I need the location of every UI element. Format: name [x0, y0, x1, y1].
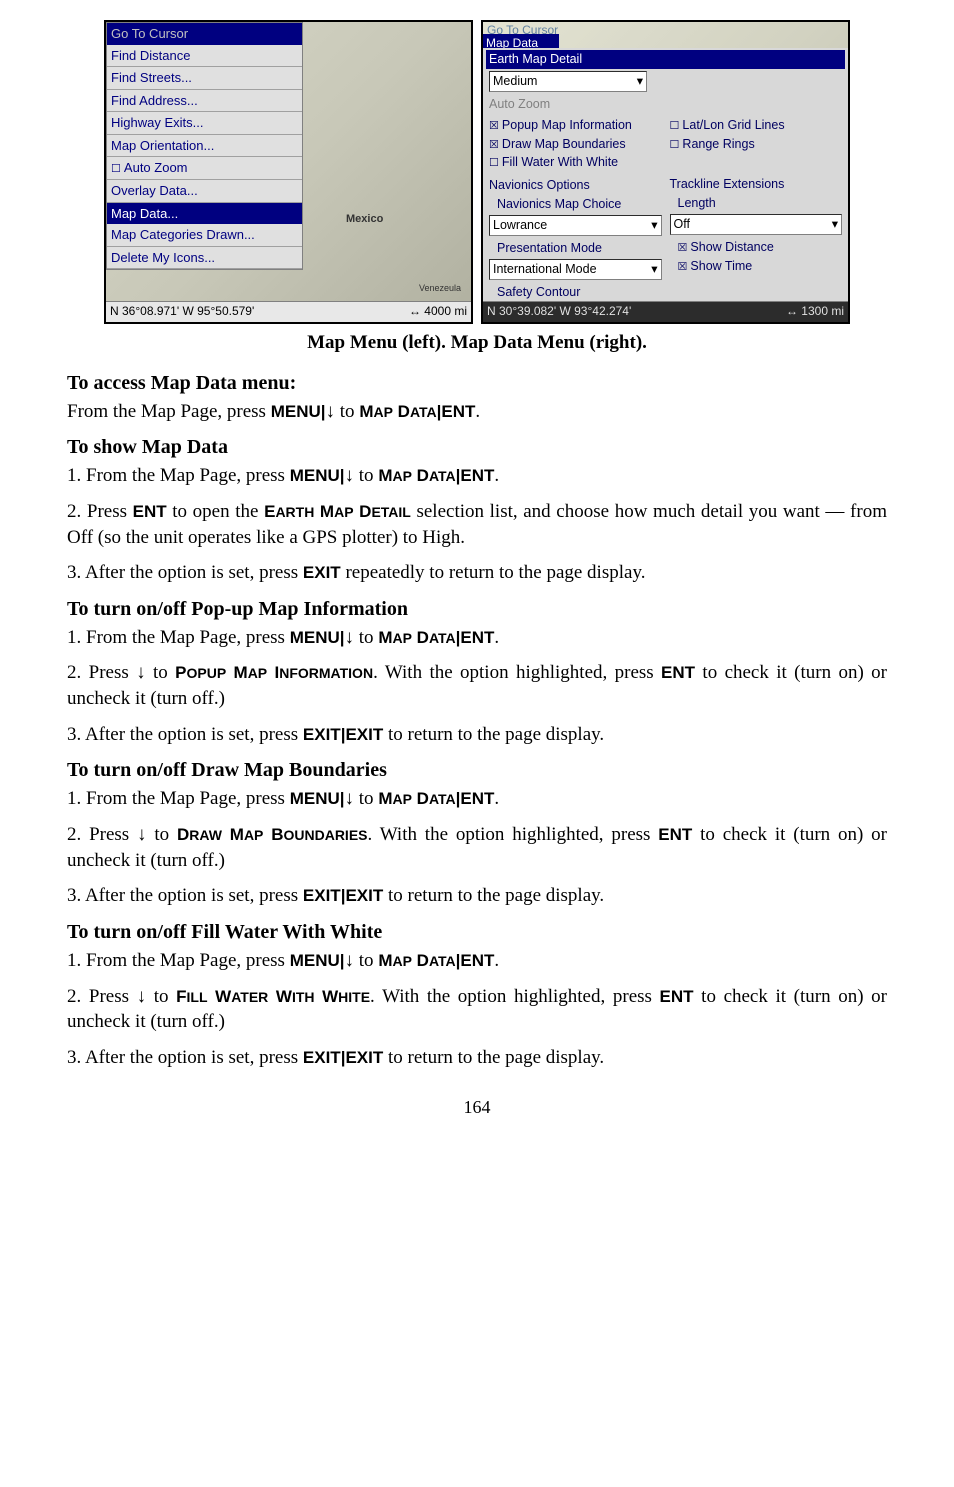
para-fill-3: 3. After the option is set, press EXIT|E… [67, 1045, 887, 1071]
right-screenshot: Go To Cursor Map Data Earth Map Detail M… [481, 20, 850, 324]
chevron-down-icon: ▾ [651, 261, 657, 278]
para-drawb-2: 2. Press ↓ to DRAW MAP BOUNDARIES. With … [67, 822, 887, 873]
presentation-mode-label: Presentation Mode [497, 240, 662, 257]
para-show-3: 3. After the option is set, press EXIT r… [67, 560, 887, 586]
length-label: Length [678, 195, 843, 212]
para-fill-2: 2. Press ↓ to FILL WATER WITH WHITE. Wit… [67, 984, 887, 1035]
menu-item[interactable]: Map Categories Drawn... [107, 224, 302, 247]
show-time-check[interactable]: Show Time [678, 258, 843, 275]
earth-map-detail-label: Earth Map Detail [486, 50, 845, 69]
chevron-down-icon: ▾ [651, 217, 657, 234]
heading-fill: To turn on/off Fill Water With White [67, 919, 887, 946]
map-menu-list: Go To Cursor Find Distance Find Streets.… [106, 22, 303, 270]
safety-contour-label: Safety Contour [497, 284, 662, 301]
para-popup-1: 1. From the Map Page, press MENU|↓ to MA… [67, 625, 887, 651]
auto-zoom-label: Auto Zoom [489, 96, 842, 113]
fill-water-check[interactable]: Fill Water With White [489, 154, 662, 171]
left-screenshot: Mexico Venezeula Go To Cursor Find Dista… [104, 20, 473, 324]
menu-item[interactable]: Find Distance [107, 45, 302, 68]
para-popup-3: 3. After the option is set, press EXIT|E… [67, 722, 887, 748]
heading-show: To show Map Data [67, 434, 887, 461]
menu-item[interactable]: Find Streets... [107, 67, 302, 90]
status-scale: ↔ 1300 mi [786, 303, 844, 321]
para-access: From the Map Page, press MENU|↓ to MAP D… [67, 399, 887, 425]
nav-choice-select[interactable]: Lowrance▾ [489, 215, 662, 236]
range-rings-check[interactable]: Range Rings [670, 136, 843, 153]
map-label-venezuela: Venezeula [419, 282, 461, 294]
menu-item[interactable]: Find Address... [107, 90, 302, 113]
map-label-mexico: Mexico [346, 212, 383, 227]
figure-row: Mexico Venezeula Go To Cursor Find Dista… [67, 20, 887, 324]
heading-drawb: To turn on/off Draw Map Boundaries [67, 757, 887, 784]
figure-caption: Map Menu (left). Map Data Menu (right). [67, 330, 887, 356]
chevron-down-icon: ▾ [637, 73, 643, 90]
status-bar: N 30°39.082' W 93°42.274' ↔ 1300 mi [483, 301, 848, 322]
para-drawb-3: 3. After the option is set, press EXIT|E… [67, 883, 887, 909]
page-number: 164 [67, 1095, 887, 1119]
menu-item[interactable]: Go To Cursor [107, 23, 302, 45]
trackline-ext-label: Trackline Extensions [670, 176, 843, 193]
para-fill-1: 1. From the Map Page, press MENU|↓ to MA… [67, 948, 887, 974]
menu-item[interactable]: Overlay Data... [107, 180, 302, 203]
para-popup-2: 2. Press ↓ to POPUP MAP INFORMATION. Wit… [67, 660, 887, 711]
menu-item[interactable]: Delete My Icons... [107, 247, 302, 270]
length-select[interactable]: Off▾ [670, 214, 843, 235]
status-coords: N 30°39.082' W 93°42.274' [487, 303, 631, 321]
popup-info-check[interactable]: Popup Map Information [489, 117, 662, 134]
map-data-panel: Earth Map Detail Medium▾ Auto Zoom Popup… [483, 48, 848, 304]
para-show-1: 1. From the Map Page, press MENU|↓ to MA… [67, 463, 887, 489]
earth-map-detail-select[interactable]: Medium▾ [489, 71, 647, 92]
menu-item[interactable]: Map Orientation... [107, 135, 302, 158]
chevron-down-icon: ▾ [832, 216, 838, 233]
menu-item[interactable]: Highway Exits... [107, 112, 302, 135]
para-drawb-1: 1. From the Map Page, press MENU|↓ to MA… [67, 786, 887, 812]
show-distance-check[interactable]: Show Distance [678, 239, 843, 256]
navionics-options-label: Navionics Options [489, 177, 662, 194]
draw-boundaries-check[interactable]: Draw Map Boundaries [489, 136, 662, 153]
status-bar: N 36°08.971' W 95°50.579' ↔ 4000 mi [106, 301, 471, 322]
status-coords: N 36°08.971' W 95°50.579' [110, 303, 254, 321]
heading-popup: To turn on/off Pop-up Map Information [67, 596, 887, 623]
heading-access: To access Map Data menu: [67, 370, 887, 397]
presentation-mode-select[interactable]: International Mode▾ [489, 259, 662, 280]
latlon-grid-check[interactable]: Lat/Lon Grid Lines [670, 117, 843, 134]
menu-item-autozoom[interactable]: Auto Zoom [107, 157, 302, 180]
status-scale: ↔ 4000 mi [409, 303, 467, 321]
para-show-2: 2. Press ENT to open the EARTH MAP DETAI… [67, 499, 887, 550]
menu-item-selected[interactable]: Map Data... [107, 203, 302, 225]
nav-choice-label: Navionics Map Choice [497, 196, 662, 213]
